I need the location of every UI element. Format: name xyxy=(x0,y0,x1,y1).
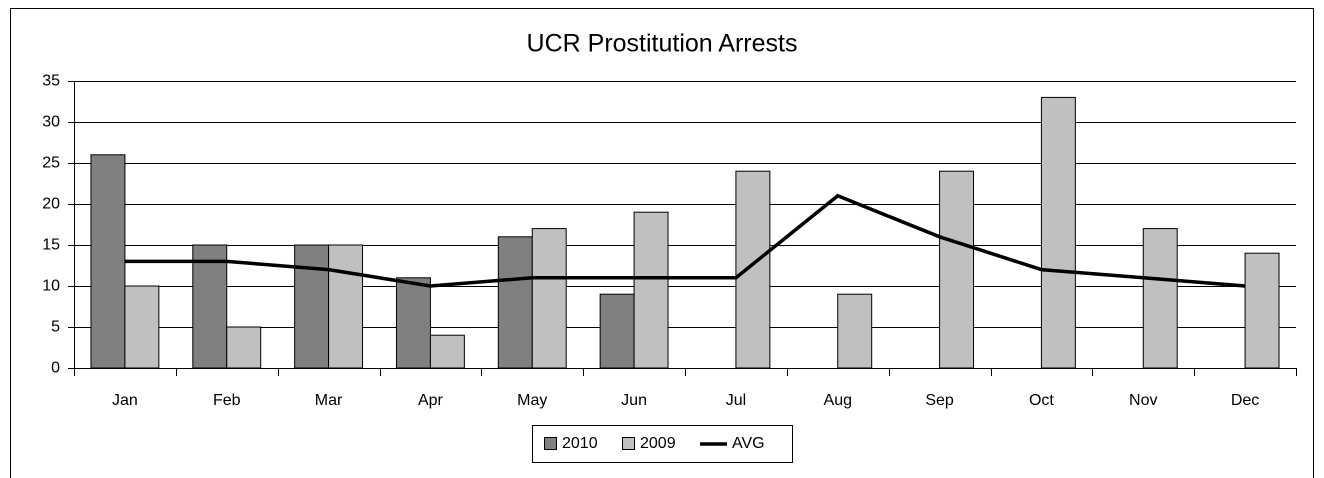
y-tick-label: 30 xyxy=(42,114,60,131)
x-tick-label: Feb xyxy=(213,392,241,409)
bar xyxy=(192,244,228,369)
x-tick-label: Mar xyxy=(315,392,343,409)
bar xyxy=(1244,252,1280,369)
bar xyxy=(429,334,465,369)
legend: 2010 2009 AVG xyxy=(532,425,793,463)
bar xyxy=(328,244,364,369)
line xyxy=(124,193,1246,288)
bar xyxy=(226,326,262,369)
bar xyxy=(90,154,126,369)
bar xyxy=(1040,96,1076,369)
y-tick-label: 10 xyxy=(42,278,60,295)
bar xyxy=(395,277,431,369)
bar xyxy=(294,244,330,369)
x-tick-label: Jun xyxy=(621,392,647,409)
y-tick-label: 35 xyxy=(42,73,60,90)
bar xyxy=(124,285,160,369)
y-tick-label: 15 xyxy=(42,237,60,254)
x-tick-label: Jan xyxy=(112,392,138,409)
bar xyxy=(837,293,873,369)
legend-swatch xyxy=(544,437,557,450)
bar xyxy=(939,170,975,369)
x-tick-label: Nov xyxy=(1129,392,1157,409)
bar xyxy=(735,170,771,369)
y-tick-label: 0 xyxy=(51,360,60,377)
x-tick-label: Apr xyxy=(418,392,444,409)
chart-border xyxy=(10,8,1314,478)
legend-label: AVG xyxy=(732,435,765,452)
x-tick-label: Oct xyxy=(1029,392,1054,409)
y-tick-label: 5 xyxy=(51,319,60,336)
plot-area xyxy=(68,81,1297,376)
bar xyxy=(599,293,635,369)
legend-label: 2010 xyxy=(562,435,598,452)
y-tick-label: 25 xyxy=(42,155,60,172)
legend-swatch xyxy=(622,437,635,450)
x-tick-label: Dec xyxy=(1231,392,1259,409)
x-tick-label: May xyxy=(517,392,547,409)
legend-label: 2009 xyxy=(640,435,676,452)
bar xyxy=(633,211,669,369)
bar xyxy=(497,236,533,369)
x-tick-label: Sep xyxy=(925,392,954,409)
x-tick-label: Jul xyxy=(726,392,746,409)
chart-title: UCR Prostitution Arrests xyxy=(527,30,798,58)
x-tick-label: Aug xyxy=(824,392,852,409)
bar xyxy=(531,228,567,369)
legend-box xyxy=(532,425,793,463)
bar xyxy=(1142,228,1178,369)
y-tick-label: 20 xyxy=(42,196,60,213)
